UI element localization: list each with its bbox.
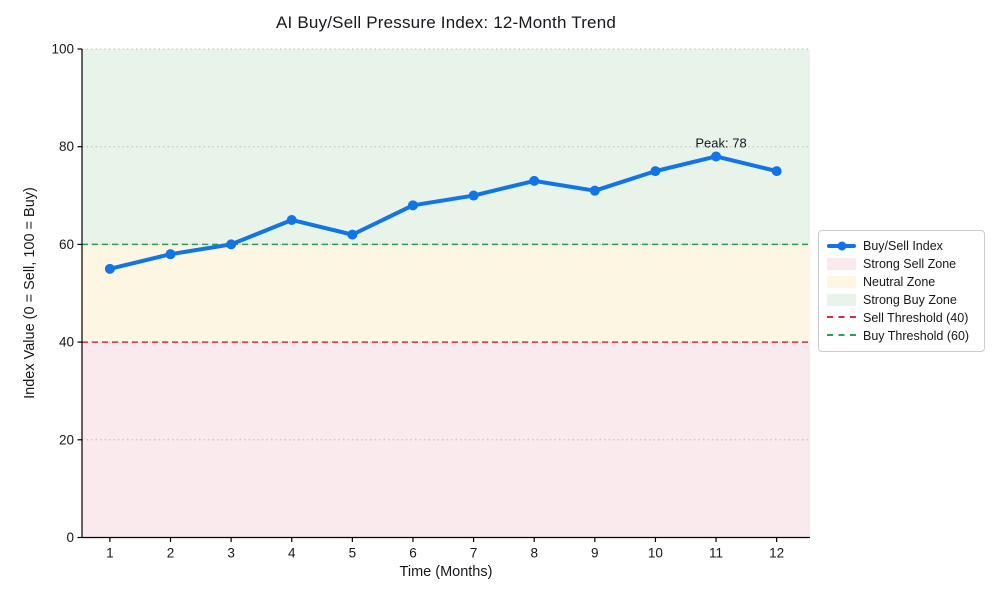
annotation-peak-78: Peak: 78 [695,135,746,150]
legend-dashed-swatch [827,311,856,325]
data-point-month-7 [468,190,479,201]
legend-label: Buy/Sell Index [863,238,943,253]
data-point-month-6 [407,200,418,211]
x-tick-label-10: 10 [648,546,663,561]
series-line-buy-sell-index [107,154,779,271]
zone-neutral-zone [82,244,810,343]
y-axis-label: Index Value (0 = Sell, 100 = Buy) [22,187,38,399]
y-tick-label-20: 20 [59,432,74,447]
legend-item-strong-buy-zone: Strong Buy Zone [827,292,976,308]
legend-patch-swatch [827,275,856,289]
data-point-month-11 [711,151,722,162]
y-tick-label-0: 0 [66,530,74,545]
legend-item-strong-sell-zone: Strong Sell Zone [827,256,976,272]
legend-patch-swatch [827,293,856,307]
legend-label: Strong Buy Zone [863,292,957,307]
x-tick-label-4: 4 [288,546,296,561]
data-point-month-4 [286,214,297,225]
y-tick-label-60: 60 [59,237,74,252]
x-tick-label-9: 9 [591,546,599,561]
zone-strong-buy-zone [82,49,810,245]
y-tick-label-80: 80 [59,139,74,154]
data-point-month-1 [104,263,115,274]
data-point-month-9 [589,185,600,196]
x-tick-label-3: 3 [227,546,235,561]
x-tick-label-6: 6 [409,546,417,561]
chart-title: AI Buy/Sell Pressure Index: 12-Month Tre… [275,13,617,32]
x-tick-label-1: 1 [106,546,114,561]
x-tick-label-2: 2 [167,546,175,561]
legend-dashed-swatch [827,329,856,343]
legend: Buy/Sell Index Strong Sell Zone Neutral Zo… [818,230,985,352]
legend-item-neutral-zone: Neutral Zone [827,274,976,290]
x-axis-label: Time (Months) [399,564,493,580]
legend-patch-swatch [827,257,856,271]
x-tick-label-7: 7 [470,546,478,561]
x-tick-label-12: 12 [769,546,784,561]
legend-label: Buy Threshold (60) [863,328,970,343]
legend-item-buy-sell-index: Buy/Sell Index [827,238,976,254]
data-point-month-8 [529,175,540,186]
y-tick-label-40: 40 [59,335,74,350]
legend-label: Sell Threshold (40) [863,310,969,325]
zone-strong-sell-zone [82,342,810,538]
legend-line-swatch [827,239,856,253]
data-point-month-12 [771,166,782,177]
data-point-month-3 [226,239,237,250]
legend-label: Strong Sell Zone [863,256,957,271]
y-tick-label-100: 100 [51,42,74,57]
x-tick-label-11: 11 [709,546,723,561]
legend-item-sell-threshold-40: Sell Threshold (40) [827,310,976,326]
legend-item-buy-threshold-60: Buy Threshold (60) [827,328,976,344]
data-point-month-5 [347,229,358,240]
x-tick-label-5: 5 [349,546,357,561]
legend-label: Neutral Zone [863,274,936,289]
data-point-month-2 [165,249,176,260]
x-tick-label-8: 8 [530,546,538,561]
data-point-month-10 [650,166,661,177]
